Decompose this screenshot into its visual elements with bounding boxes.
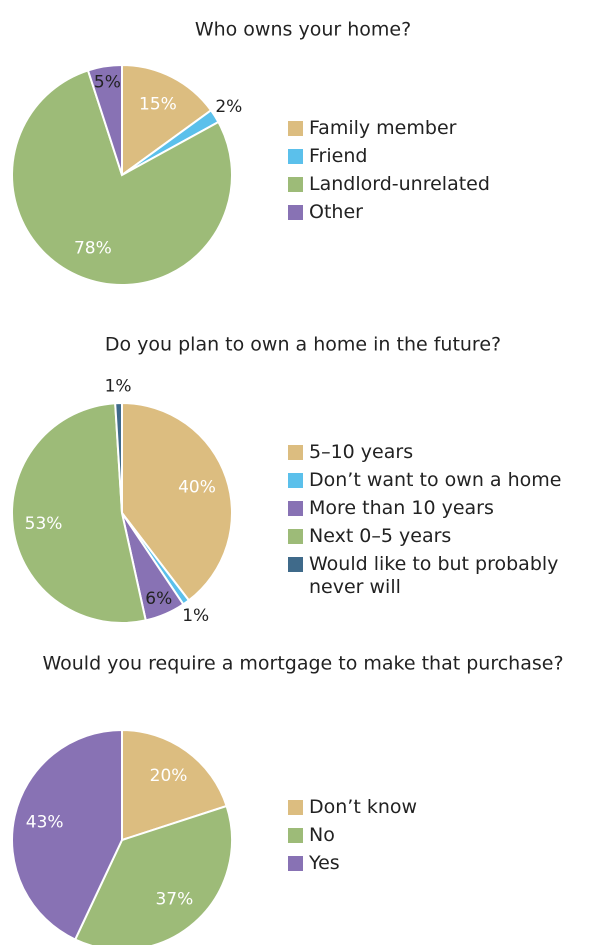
legend-item: 5–10 years — [288, 441, 598, 464]
pie-slice — [121, 401, 233, 602]
legend-swatch — [288, 557, 303, 572]
legend-swatch — [288, 856, 303, 871]
slice-label: 1% — [182, 606, 209, 626]
legend-swatch — [288, 121, 303, 136]
legend-item: Yes — [288, 852, 598, 875]
legend-swatch — [288, 800, 303, 815]
legend-label: Yes — [309, 852, 340, 874]
legend-item: Would like to but probably never will — [288, 553, 598, 599]
legend-item: Family member — [288, 117, 598, 140]
slice-label: 2% — [215, 97, 242, 117]
pie-slice — [114, 401, 123, 514]
chart-title: Would you require a mortgage to make tha… — [42, 653, 563, 675]
legend-label: Don’t want to own a home — [309, 469, 562, 491]
legend-label: No — [309, 824, 335, 846]
slice-label: 40% — [178, 478, 216, 498]
pie-slice — [11, 402, 147, 624]
slice-label: 6% — [145, 589, 172, 609]
legend-swatch — [288, 828, 303, 843]
slice-label: 5% — [94, 73, 121, 93]
legend: Don’t know No Yes — [288, 796, 598, 880]
pie-slice — [121, 63, 213, 177]
legend-label: Family member — [309, 117, 457, 139]
legend-item: Friend — [288, 145, 598, 168]
pie-slice — [11, 69, 233, 286]
legend-swatch — [288, 501, 303, 516]
legend-swatch — [288, 177, 303, 192]
legend-label: Landlord-unrelated — [309, 173, 490, 195]
slice-label: 37% — [155, 889, 193, 909]
legend-swatch — [288, 529, 303, 544]
legend-label: Other — [309, 201, 363, 223]
legend: 5–10 years Don’t want to own a home More t… — [288, 441, 598, 604]
legend-item: Other — [288, 201, 598, 224]
pie-slice — [73, 804, 233, 945]
legend-label: 5–10 years — [309, 441, 414, 463]
chart-title: Who owns your home? — [195, 19, 411, 41]
pie-slice — [86, 63, 123, 176]
legend-label: Next 0–5 years — [309, 525, 452, 547]
slice-label: 15% — [139, 94, 177, 114]
legend-label: Would like to but probably never will — [309, 553, 559, 598]
pie-slice — [121, 728, 228, 842]
slice-label: 53% — [25, 514, 63, 534]
legend-swatch — [288, 445, 303, 460]
legend: Family member Friend Landlord-unrelated Oth… — [288, 117, 598, 229]
legend-item: Don’t know — [288, 796, 598, 819]
slice-label: 78% — [74, 239, 112, 259]
legend-swatch — [288, 205, 303, 220]
legend-label: Don’t know — [309, 796, 418, 818]
legend-item: Next 0–5 years — [288, 525, 598, 548]
legend-swatch — [288, 149, 303, 164]
legend-swatch — [288, 473, 303, 488]
legend-item: More than 10 years — [288, 497, 598, 520]
pie-slice — [11, 728, 123, 941]
slice-label: 1% — [105, 377, 132, 397]
legend-label: More than 10 years — [309, 497, 494, 519]
slice-label: 20% — [150, 766, 188, 786]
slice-label: 43% — [26, 813, 64, 833]
chart-title: Do you plan to own a home in the future? — [105, 334, 501, 356]
legend-item: Don’t want to own a home — [288, 469, 598, 492]
legend-item: No — [288, 824, 598, 847]
legend-label: Friend — [309, 145, 368, 167]
legend-item: Landlord-unrelated — [288, 173, 598, 196]
